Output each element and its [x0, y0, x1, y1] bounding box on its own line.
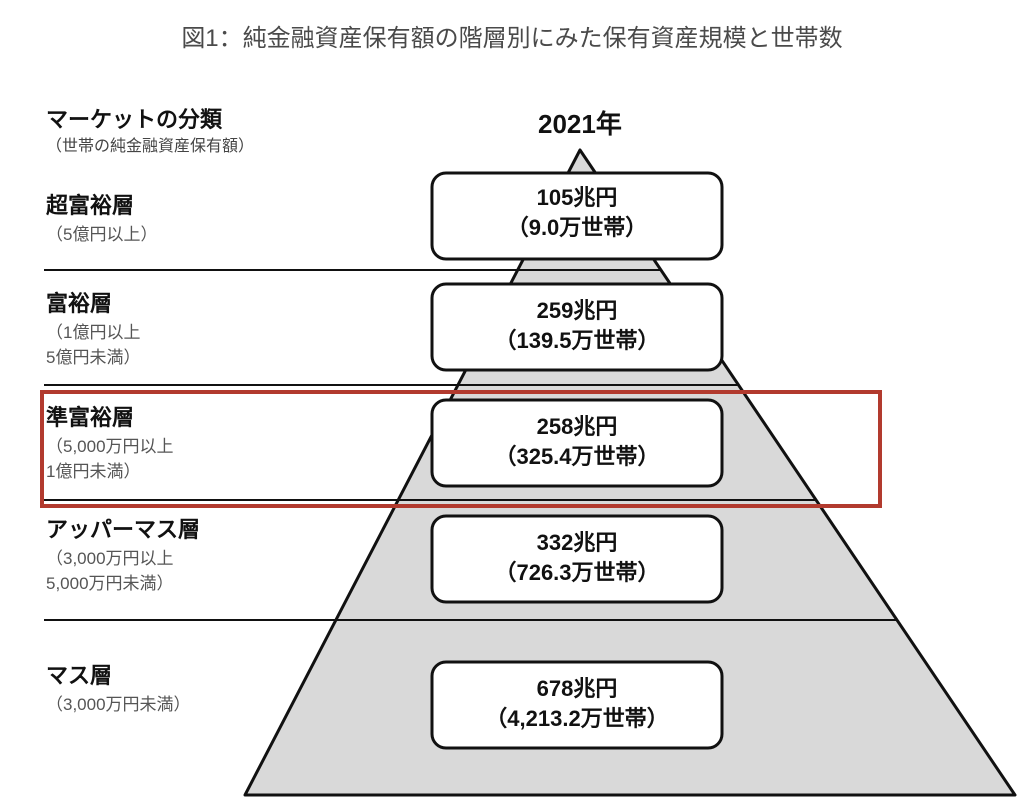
tier-range: （1億円以上 5億円未満） — [46, 318, 140, 368]
tier-name: 超富裕層 — [46, 188, 157, 220]
tier-households: （4,213.2万世帯） — [432, 704, 722, 734]
tier-name: マス層 — [46, 658, 191, 690]
tier-assets: 678兆円 — [432, 674, 722, 704]
tier-range: （5,000万円以上 1億円未満） — [46, 432, 174, 482]
tier-assets: 259兆円 — [432, 296, 722, 326]
tier-label-4: マス層 （3,000万円未満） — [46, 658, 191, 715]
tier-label-3: アッパーマス層 （3,000万円以上 5,000万円未満） — [46, 512, 200, 594]
tier-label-1: 富裕層 （1億円以上 5億円未満） — [46, 286, 140, 368]
tier-assets: 258兆円 — [432, 412, 722, 442]
tier-values-4: 678兆円 （4,213.2万世帯） — [432, 674, 722, 733]
tier-households: （139.5万世帯） — [432, 326, 722, 356]
tier-households: （726.3万世帯） — [432, 558, 722, 588]
tier-range: （3,000万円以上 5,000万円未満） — [46, 544, 200, 594]
tier-name: アッパーマス層 — [46, 512, 200, 544]
tier-assets: 105兆円 — [432, 183, 722, 213]
tier-households: （9.0万世帯） — [432, 213, 722, 243]
tier-range: （5億円以上） — [46, 220, 157, 245]
tier-values-3: 332兆円 （726.3万世帯） — [432, 528, 722, 587]
tier-name: 富裕層 — [46, 286, 140, 318]
tier-values-0: 105兆円 （9.0万世帯） — [432, 183, 722, 242]
tier-households: （325.4万世帯） — [432, 442, 722, 472]
tier-label-0: 超富裕層 （5億円以上） — [46, 188, 157, 245]
tier-values-2: 258兆円 （325.4万世帯） — [432, 412, 722, 471]
tier-label-2: 準富裕層 （5,000万円以上 1億円未満） — [46, 400, 174, 482]
tier-range: （3,000万円未満） — [46, 690, 191, 715]
tier-values-1: 259兆円 （139.5万世帯） — [432, 296, 722, 355]
tier-name: 準富裕層 — [46, 400, 174, 432]
tier-assets: 332兆円 — [432, 528, 722, 558]
